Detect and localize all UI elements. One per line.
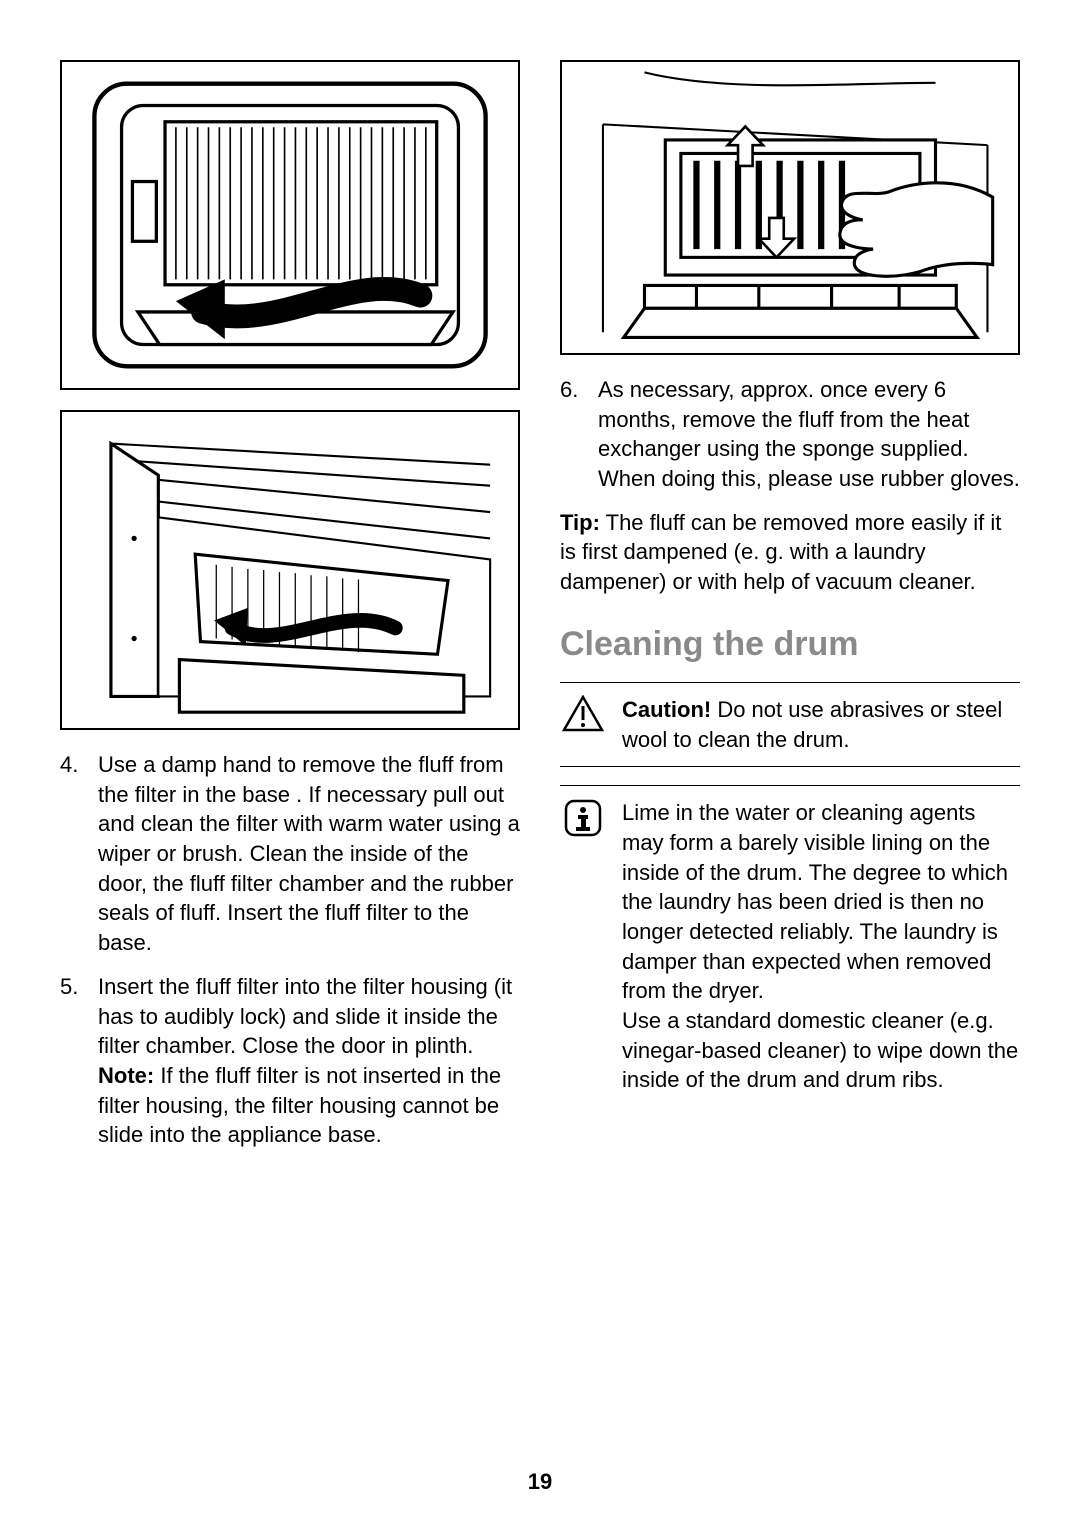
caution-label: Caution! bbox=[622, 697, 711, 722]
base-filter-illustration bbox=[62, 412, 518, 728]
hand-sponge-illustration bbox=[562, 62, 1018, 353]
step-5: 5. Insert the fluff filter into the filt… bbox=[60, 972, 520, 1150]
info-block: Lime in the water or cleaning agents may… bbox=[560, 785, 1020, 1097]
two-column-layout: 4. Use a damp hand to remove the fluff f… bbox=[60, 60, 1020, 1164]
caution-block: Caution! Do not use abrasives or steel w… bbox=[560, 682, 1020, 767]
heading-cleaning-drum: Cleaning the drum bbox=[560, 625, 1020, 664]
info-text: Lime in the water or cleaning agents may… bbox=[622, 798, 1020, 1095]
door-arrow-illustration bbox=[62, 62, 518, 388]
step-5-text-before: Insert the fluff filter into the filter … bbox=[98, 974, 512, 1058]
tip-label: Tip: bbox=[560, 510, 600, 535]
step-4: 4. Use a damp hand to remove the fluff f… bbox=[60, 750, 520, 958]
left-steps-list: 4. Use a damp hand to remove the fluff f… bbox=[60, 750, 520, 1150]
info-icon bbox=[560, 798, 606, 1095]
step-6-text: As necessary, approx. once every 6 month… bbox=[598, 375, 1020, 494]
step-5-number: 5. bbox=[60, 972, 98, 1150]
left-column: 4. Use a damp hand to remove the fluff f… bbox=[60, 60, 520, 1164]
step-4-text: Use a damp hand to remove the fluff from… bbox=[98, 750, 520, 958]
step-6: 6. As necessary, approx. once every 6 mo… bbox=[560, 375, 1020, 494]
figure-door-arrow bbox=[60, 60, 520, 390]
caution-text: Caution! Do not use abrasives or steel w… bbox=[622, 695, 1020, 754]
step-4-number: 4. bbox=[60, 750, 98, 958]
right-steps-list: 6. As necessary, approx. once every 6 mo… bbox=[560, 375, 1020, 494]
right-column: 6. As necessary, approx. once every 6 mo… bbox=[560, 60, 1020, 1164]
step-5-text-after: If the fluff filter is not inserted in t… bbox=[98, 1063, 501, 1147]
tip-paragraph: Tip: The fluff can be removed more easil… bbox=[560, 508, 1020, 597]
tip-text: The fluff can be removed more easily if … bbox=[560, 510, 1001, 594]
figure-base-filter bbox=[60, 410, 520, 730]
step-5-text: Insert the fluff filter into the filter … bbox=[98, 972, 520, 1150]
warning-icon bbox=[560, 695, 606, 754]
step-5-note-label: Note: bbox=[98, 1063, 154, 1088]
step-6-number: 6. bbox=[560, 375, 598, 494]
figure-hand-sponge bbox=[560, 60, 1020, 355]
page-number: 19 bbox=[0, 1469, 1080, 1495]
info-para1: Lime in the water or cleaning agents may… bbox=[622, 800, 1008, 1003]
manual-page: 4. Use a damp hand to remove the fluff f… bbox=[0, 0, 1080, 1529]
info-para2: Use a standard domestic cleaner (e.g. vi… bbox=[622, 1008, 1018, 1092]
